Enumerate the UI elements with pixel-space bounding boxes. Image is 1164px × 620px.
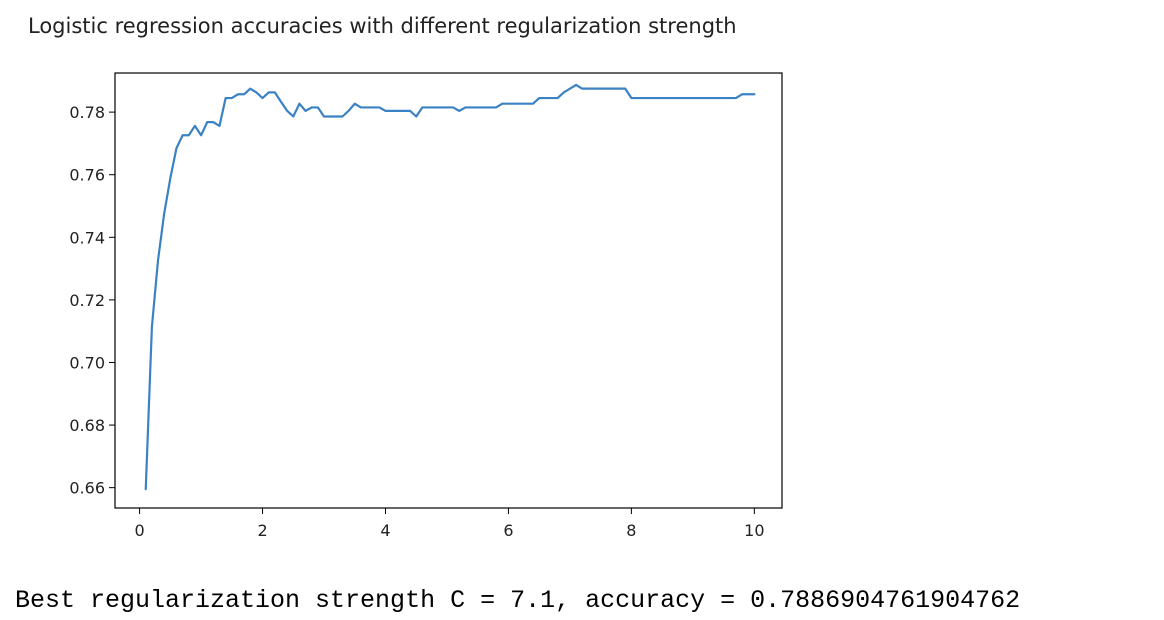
series-layer <box>144 83 756 491</box>
ticks-layer: 0 2 4 6 8 10 0.66 0.68 0.70 0.72 0.74 0.76 0.78 <box>69 103 764 540</box>
stdout-output-text: Best regularization strength C = 7.1, ac… <box>15 586 1021 615</box>
x-tick-label: 10 <box>744 521 764 540</box>
y-tick-label: 0.66 <box>69 479 105 498</box>
x-tick-label: 0 <box>134 521 144 540</box>
x-tick-label: 8 <box>626 521 636 540</box>
y-tick-label: 0.74 <box>69 228 105 247</box>
x-tick-label: 2 <box>257 521 267 540</box>
y-tick-label: 0.78 <box>69 103 105 122</box>
y-tick-label: 0.76 <box>69 166 105 185</box>
y-tick-label: 0.70 <box>69 353 105 372</box>
chart-title: Logistic regression accuracies with diff… <box>28 14 737 38</box>
x-tick-label: 6 <box>503 521 513 540</box>
accuracy-series-line <box>144 83 756 491</box>
axes-frame <box>114 72 783 509</box>
x-tick-label: 4 <box>380 521 390 540</box>
y-tick-label: 0.68 <box>69 416 105 435</box>
y-tick-label: 0.72 <box>69 291 105 310</box>
line-chart: 0 2 4 6 8 10 0.66 0.68 0.70 0.72 0.74 0.76 0.78 <box>69 72 783 540</box>
